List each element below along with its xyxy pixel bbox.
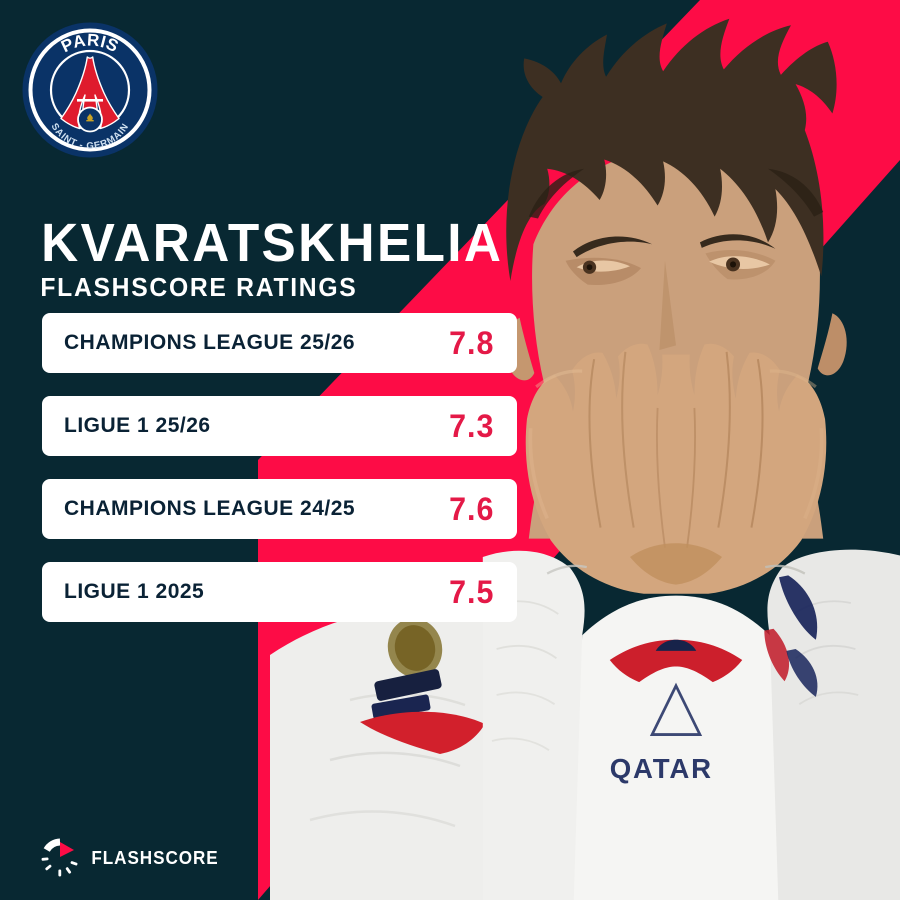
svg-text:QATAR: QATAR — [610, 753, 713, 784]
